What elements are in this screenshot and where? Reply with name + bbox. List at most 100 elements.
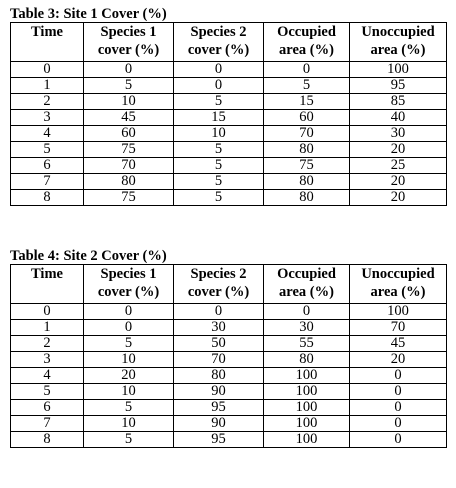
table-cell: 15 (263, 93, 350, 110)
table-cell: 80 (173, 367, 264, 384)
table-cell: 2 (10, 335, 84, 352)
table-cell: 20 (349, 173, 447, 190)
table-cell: 75 (83, 141, 174, 158)
table-cell: 5 (173, 157, 264, 174)
table-row: 5 10 90 100 0 (10, 383, 447, 400)
table-cell: 5 (173, 189, 264, 206)
table-cell: 75 (83, 189, 174, 206)
table-cell: 90 (173, 383, 264, 400)
table-row: 0 0 0 0 100 (10, 303, 447, 320)
table-cell: 5 (83, 77, 174, 94)
table-cell: 55 (263, 335, 350, 352)
table-cell: 0 (173, 303, 264, 320)
table-cell: 0 (349, 415, 447, 432)
table-cell: 30 (263, 319, 350, 336)
table-cell: 5 (263, 77, 350, 94)
table-cell: 80 (263, 173, 350, 190)
column-header-unoccupied-area: Unoccupied area (%) (349, 22, 447, 62)
table-cell: 60 (263, 109, 350, 126)
table-cell: 5 (83, 399, 174, 416)
table-cell: 95 (349, 77, 447, 94)
table-cell: 10 (83, 93, 174, 110)
site-2-cover-table-block: Table 4: Site 2 Cover (%) Time Species 1… (10, 248, 447, 448)
table-cell: 20 (349, 351, 447, 368)
table-cell: 40 (349, 109, 447, 126)
table-cell: 70 (173, 351, 264, 368)
table-cell: 30 (349, 125, 447, 142)
column-header-species-1-cover: Species 1 cover (%) (83, 22, 174, 62)
header-row: Time Species 1 cover (%) Species 2 cover… (10, 22, 447, 62)
table-cell: 10 (83, 383, 174, 400)
table-cell: 45 (349, 335, 447, 352)
table-cell: 1 (10, 319, 84, 336)
table-cell: 20 (349, 141, 447, 158)
table-cell: 0 (349, 399, 447, 416)
table-cell: 3 (10, 351, 84, 368)
table-cell: 8 (10, 431, 84, 448)
table-row: 3 45 15 60 40 (10, 109, 447, 126)
table-cell: 2 (10, 93, 84, 110)
column-header-time: Time (10, 22, 84, 62)
table-cell: 0 (10, 303, 84, 320)
table-cell: 7 (10, 415, 84, 432)
table-cell: 6 (10, 399, 84, 416)
table-cell: 7 (10, 173, 84, 190)
table-cell: 80 (83, 173, 174, 190)
table-cell: 3 (10, 109, 84, 126)
table-cell: 30 (173, 319, 264, 336)
table-cell: 0 (263, 303, 350, 320)
table-caption: Table 4: Site 2 Cover (%) (10, 248, 167, 264)
table-cell: 20 (349, 189, 447, 206)
site-1-cover-table-block: Table 3: Site 1 Cover (%) Time Species 1… (10, 6, 447, 206)
table-cell: 0 (83, 319, 174, 336)
data-table: Time Species 1 cover (%) Species 2 cover… (10, 264, 447, 448)
table-cell: 15 (173, 109, 264, 126)
table-row: 4 60 10 70 30 (10, 125, 447, 142)
table-cell: 10 (83, 351, 174, 368)
table-cell: 85 (349, 93, 447, 110)
table-cell: 5 (173, 93, 264, 110)
table-cell: 70 (83, 157, 174, 174)
table-cell: 0 (349, 383, 447, 400)
table-cell: 0 (349, 367, 447, 384)
table-caption: Table 3: Site 1 Cover (%) (10, 6, 167, 22)
table-cell: 70 (263, 125, 350, 142)
column-header-time: Time (10, 264, 84, 304)
table-cell: 5 (10, 383, 84, 400)
table-cell: 5 (10, 141, 84, 158)
table-cell: 95 (173, 431, 264, 448)
table-row: 8 75 5 80 20 (10, 189, 447, 206)
table-row: 8 5 95 100 0 (10, 431, 447, 448)
table-cell: 100 (263, 431, 350, 448)
table-cell: 100 (263, 415, 350, 432)
table-row: 6 70 5 75 25 (10, 157, 447, 174)
table-row: 4 20 80 100 0 (10, 367, 447, 384)
table-cell: 1 (10, 77, 84, 94)
table-cell: 45 (83, 109, 174, 126)
table-cell: 75 (263, 157, 350, 174)
table-cell: 80 (263, 189, 350, 206)
column-header-occupied-area: Occupied area (%) (263, 22, 350, 62)
table-cell: 100 (263, 367, 350, 384)
table-row: 1 5 0 5 95 (10, 77, 447, 94)
column-header-unoccupied-area: Unoccupied area (%) (349, 264, 447, 304)
column-header-species-2-cover: Species 2 cover (%) (173, 264, 264, 304)
data-table: Time Species 1 cover (%) Species 2 cover… (10, 22, 447, 206)
table-cell: 5 (173, 141, 264, 158)
column-header-species-1-cover: Species 1 cover (%) (83, 264, 174, 304)
table-cell: 0 (10, 61, 84, 78)
table-cell: 0 (83, 61, 174, 78)
table-cell: 70 (349, 319, 447, 336)
table-row: 7 80 5 80 20 (10, 173, 447, 190)
table-cell: 5 (173, 173, 264, 190)
table-row: 2 5 50 55 45 (10, 335, 447, 352)
table-row: 0 0 0 0 100 (10, 61, 447, 78)
column-header-species-2-cover: Species 2 cover (%) (173, 22, 264, 62)
table-cell: 4 (10, 367, 84, 384)
table-cell: 10 (83, 415, 174, 432)
table-cell: 95 (173, 399, 264, 416)
table-cell: 25 (349, 157, 447, 174)
table-row: 1 0 30 30 70 (10, 319, 447, 336)
table-row: 7 10 90 100 0 (10, 415, 447, 432)
